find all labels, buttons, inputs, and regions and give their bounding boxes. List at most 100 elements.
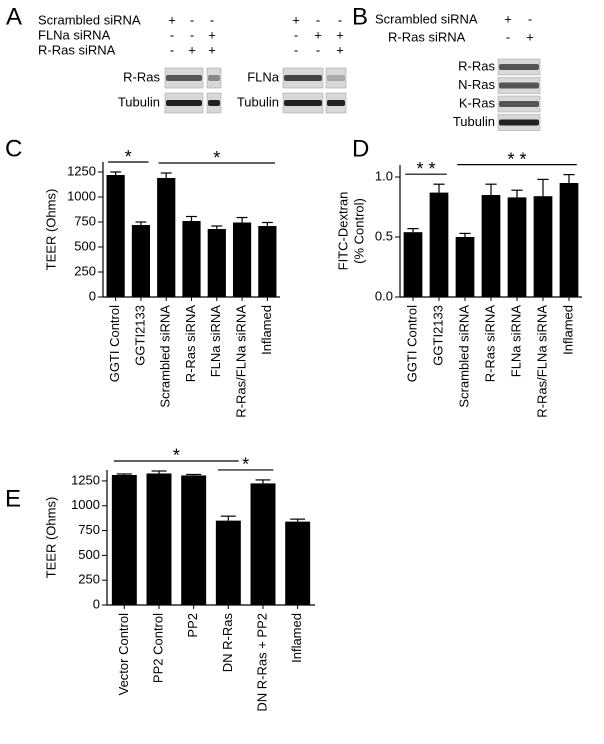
- error-bar: [186, 473, 202, 476]
- blot-label: R-Ras: [458, 58, 495, 73]
- y-tick-label: 0: [89, 288, 96, 303]
- lane-sign: +: [504, 11, 512, 26]
- lane-sign: +: [208, 27, 216, 42]
- panel-label: D: [352, 135, 369, 162]
- x-tick-label: Scrambled siRNA: [158, 305, 173, 408]
- bar: [285, 521, 311, 605]
- blot-band: [208, 100, 220, 106]
- lane-sign: +: [336, 42, 344, 57]
- error-bar: [255, 479, 271, 484]
- lane-sign: -: [170, 42, 174, 57]
- lane-sign: -: [316, 12, 320, 27]
- bar: [507, 197, 527, 297]
- lane-sign: -: [190, 12, 194, 27]
- lane-sign: +: [168, 12, 176, 27]
- error-bar: [135, 221, 147, 225]
- x-tick-label: PP2 Control: [150, 613, 165, 683]
- lane-sign: -: [170, 27, 174, 42]
- lane-sign: +: [292, 12, 300, 27]
- y-tick-label: 500: [78, 547, 100, 562]
- treatment-label: Scrambled siRNA: [38, 12, 141, 27]
- error-bar: [116, 473, 132, 475]
- lane-sign: -: [294, 42, 298, 57]
- blot-band: [499, 82, 539, 89]
- significance-mark: *: [213, 148, 220, 168]
- blot-band: [499, 101, 539, 107]
- error-bar: [537, 178, 549, 197]
- panel-label: A: [6, 3, 22, 30]
- error-bar: [186, 215, 197, 221]
- blot-band: [499, 119, 539, 126]
- x-tick-label: R-Ras siRNA: [183, 305, 198, 383]
- blot-label: FLNa: [247, 69, 280, 84]
- bar: [232, 222, 252, 297]
- lane-sign: -: [528, 11, 532, 26]
- error-bar: [110, 171, 122, 175]
- blot-band: [284, 100, 322, 106]
- error-bar: [151, 470, 167, 474]
- lane-sign: -: [294, 27, 298, 42]
- bar: [429, 192, 449, 297]
- error-bar: [407, 228, 419, 233]
- bar: [559, 183, 579, 297]
- x-tick-label: GGTI Control: [107, 305, 122, 382]
- x-tick-label: Inflamed: [560, 305, 575, 355]
- x-tick-label: DN R-Ras: [220, 613, 235, 673]
- x-tick-label: R-Ras/FLNa siRNA: [534, 305, 549, 418]
- bar: [207, 229, 226, 297]
- lane-sign: +: [208, 42, 216, 57]
- y-tick-label: 1000: [71, 497, 100, 512]
- significance-mark: * *: [416, 159, 435, 179]
- panel-label: C: [5, 135, 22, 162]
- y-tick-label: 250: [74, 263, 96, 278]
- bar: [215, 520, 241, 605]
- y-tick-label: 750: [78, 522, 100, 537]
- significance-mark: *: [125, 147, 132, 167]
- lane-sign: -: [338, 12, 342, 27]
- blot-band: [327, 100, 345, 106]
- y-tick-label: 1250: [71, 472, 100, 487]
- bar: [533, 196, 553, 297]
- blot-band: [327, 75, 345, 81]
- y-tick-label: 0: [93, 596, 100, 611]
- error-bar: [236, 216, 248, 223]
- lane-sign: -: [506, 29, 510, 44]
- lane-sign: +: [188, 42, 196, 57]
- bar: [181, 475, 207, 605]
- significance-mark: * *: [507, 149, 526, 169]
- error-bar: [459, 232, 471, 237]
- x-tick-label: Inflamed: [289, 613, 304, 663]
- y-tick-label: 1000: [67, 188, 96, 203]
- y-tick-label: 0.5: [375, 228, 393, 243]
- blot-band: [166, 100, 202, 106]
- blot-band: [208, 75, 220, 81]
- x-tick-label: GGTI Control: [404, 305, 419, 382]
- x-tick-label: FLNa siRNA: [208, 305, 223, 378]
- blot-label: R-Ras: [123, 69, 160, 84]
- error-bar: [511, 189, 523, 198]
- bar: [403, 232, 423, 297]
- blot-label: Tubulin: [118, 94, 160, 109]
- y-tick-label: 1.0: [375, 168, 393, 183]
- bar: [455, 237, 475, 297]
- error-bar: [563, 174, 575, 183]
- blot-label: Tubulin: [453, 114, 495, 129]
- x-tick-label: FLNa siRNA: [508, 305, 523, 378]
- blot-label: K-Ras: [459, 95, 496, 110]
- bar: [111, 474, 137, 605]
- y-tick-label: 250: [78, 572, 100, 587]
- x-tick-label: GGTI2133: [132, 305, 147, 366]
- error-bar: [211, 225, 223, 229]
- x-tick-label: R-Ras siRNA: [482, 305, 497, 383]
- x-tick-label: R-Ras/FLNa siRNA: [234, 305, 249, 418]
- error-bar: [220, 515, 236, 521]
- error-bar: [433, 183, 445, 193]
- bar: [481, 195, 501, 297]
- lane-sign: +: [314, 27, 322, 42]
- y-tick-label: 0.0: [375, 288, 393, 303]
- y-tick-label: 500: [74, 238, 96, 253]
- blot-band: [284, 75, 322, 81]
- y-axis-label: TEER (Ohms): [43, 189, 58, 271]
- lane-sign: +: [336, 27, 344, 42]
- x-tick-label: GGTI2133: [430, 305, 445, 366]
